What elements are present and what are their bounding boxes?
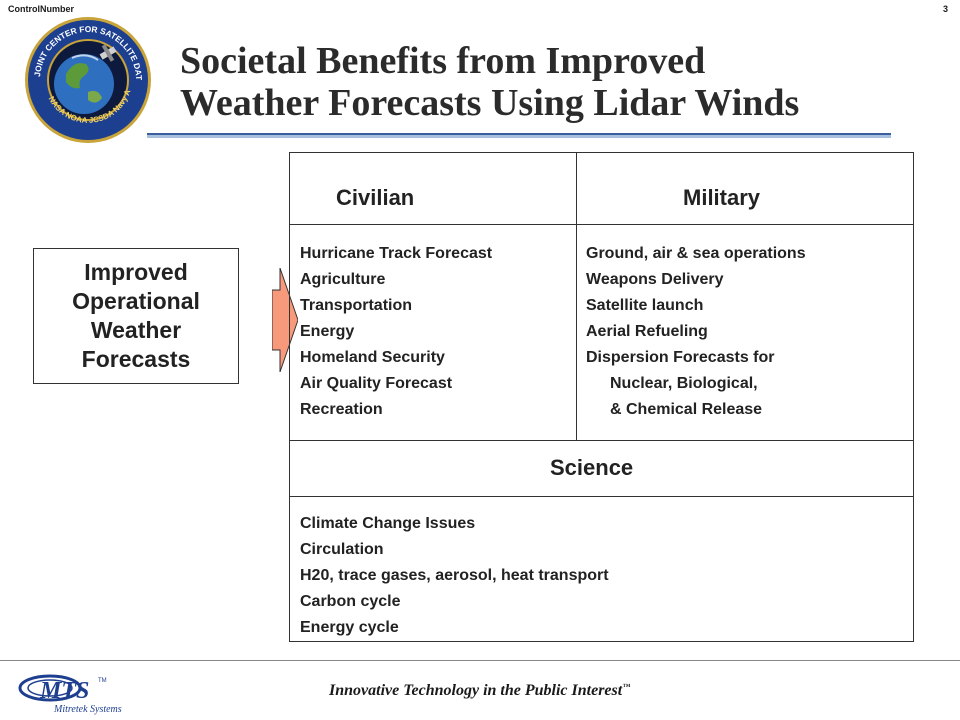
list-item: Energy	[300, 323, 355, 340]
tagline-text: Innovative Technology in the Public Inte…	[329, 682, 623, 699]
list-item: Transportation	[300, 297, 413, 314]
footer-tagline: Innovative Technology in the Public Inte…	[329, 682, 630, 700]
list-item: Carbon cycle	[300, 593, 401, 610]
science-header-divider	[290, 496, 913, 497]
list-item: Weapons Delivery	[586, 271, 724, 288]
science-heading: Science	[550, 455, 634, 480]
list-item: Homeland Security	[300, 349, 445, 366]
list-item: Hurricane Track Forecast	[300, 245, 493, 262]
military-list: Ground, air & sea operations Weapons Del…	[586, 241, 806, 423]
list-item: H20, trace gases, aerosol, heat transpor…	[300, 567, 609, 584]
header-divider	[290, 224, 913, 225]
title-underline	[147, 133, 891, 138]
footer-divider	[0, 660, 960, 661]
column-divider	[576, 153, 577, 441]
mts-logo: MTS TM Mitretek Systems	[18, 674, 122, 715]
list-item: Recreation	[300, 401, 383, 418]
list-item: Agriculture	[300, 271, 386, 288]
control-number: ControlNumber	[8, 4, 74, 14]
tagline-tm: ™	[622, 682, 631, 691]
mts-abbrev: MTS	[39, 678, 89, 704]
forecast-box: Improved Operational Weather Forecasts	[33, 248, 239, 384]
military-heading: Military	[683, 185, 761, 210]
civilian-heading: Civilian	[336, 185, 415, 210]
page-number: 3	[942, 4, 948, 14]
forecast-label: Improved Operational Weather Forecasts	[72, 259, 200, 372]
science-list: Climate Change Issues Circulation H20, t…	[300, 511, 609, 641]
mts-tm: TM	[98, 678, 107, 684]
civilian-list: Hurricane Track Forecast Agriculture Tra…	[300, 241, 492, 423]
list-item: Air Quality Forecast	[300, 375, 453, 392]
list-item: Circulation	[300, 541, 384, 558]
list-item: & Chemical Release	[610, 401, 763, 418]
list-item: Dispersion Forecasts for	[586, 349, 775, 366]
list-item: Aerial Refueling	[586, 323, 708, 340]
mts-name: Mitretek Systems	[53, 704, 122, 715]
list-item: Nuclear, Biological,	[610, 375, 758, 392]
list-item: Climate Change Issues	[300, 515, 476, 532]
list-item: Satellite launch	[586, 297, 704, 314]
jcsda-logo: JOINT CENTER FOR SATELLITE DATA ASSIMILA…	[22, 14, 151, 143]
title-line-2: Weather Forecasts Using Lidar Winds	[180, 82, 800, 124]
list-item: Energy cycle	[300, 619, 399, 636]
science-top-divider	[290, 440, 913, 441]
list-item: Ground, air & sea operations	[586, 245, 806, 262]
title-underline-dark	[147, 133, 891, 135]
page-title: Societal Benefits from Improved Weather …	[180, 40, 940, 124]
benefits-grid: Civilian Military Hurricane Track Foreca…	[289, 152, 914, 642]
title-line-1: Societal Benefits from Improved	[180, 40, 706, 82]
